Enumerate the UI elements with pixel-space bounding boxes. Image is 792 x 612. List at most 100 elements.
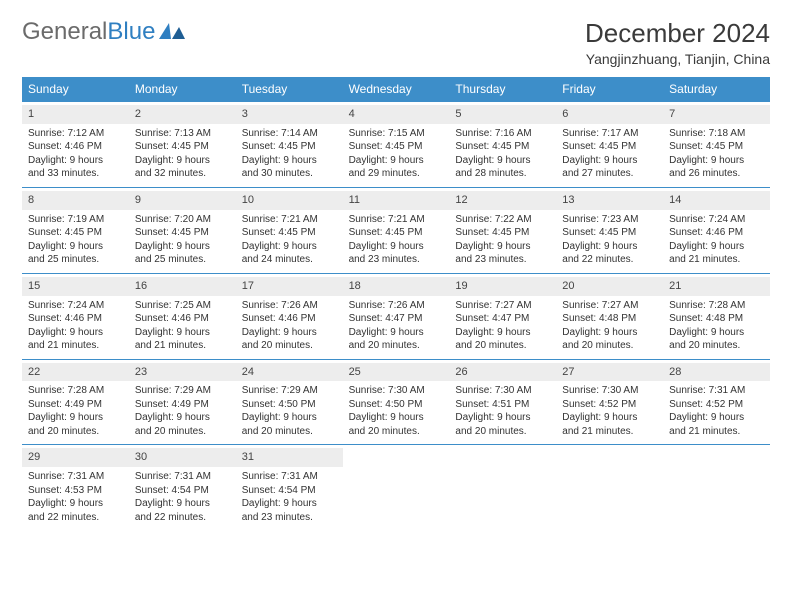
sunrise-line: Sunrise: 7:17 AM [562,127,657,141]
sunset-line: Sunset: 4:45 PM [562,140,657,154]
calendar-cell: 30Sunrise: 7:31 AMSunset: 4:54 PMDayligh… [129,445,236,530]
daylight-line-1: Daylight: 9 hours [242,154,337,168]
sunrise-line: Sunrise: 7:24 AM [669,213,764,227]
calendar-cell: 9Sunrise: 7:20 AMSunset: 4:45 PMDaylight… [129,188,236,273]
calendar-cell: 18Sunrise: 7:26 AMSunset: 4:47 PMDayligh… [343,274,450,359]
daylight-line-1: Daylight: 9 hours [135,411,230,425]
sunrise-line: Sunrise: 7:29 AM [242,384,337,398]
daylight-line-2: and 20 minutes. [242,425,337,439]
sunset-line: Sunset: 4:45 PM [455,226,550,240]
sunrise-line: Sunrise: 7:14 AM [242,127,337,141]
calendar-cell: 3 Sunrise: 7:14 AMSunset: 4:45 PMDaylight… [236,102,343,187]
sunset-line: Sunset: 4:51 PM [455,398,550,412]
daylight-line-1: Daylight: 9 hours [349,326,444,340]
daylight-line-1: Daylight: 9 hours [28,497,123,511]
sunset-line: Sunset: 4:49 PM [28,398,123,412]
day-number: 22 [22,363,129,382]
day-number: 13 [556,191,663,210]
daylight-line-2: and 29 minutes. [349,167,444,181]
day-number: 14 [663,191,770,210]
calendar-cell: 14Sunrise: 7:24 AMSunset: 4:46 PMDayligh… [663,188,770,273]
calendar-cell: 10Sunrise: 7:21 AMSunset: 4:45 PMDayligh… [236,188,343,273]
sunrise-line: Sunrise: 7:25 AM [135,299,230,313]
day-header: Saturday [663,77,770,101]
calendar-cell: 27Sunrise: 7:30 AMSunset: 4:52 PMDayligh… [556,360,663,445]
sunset-line: Sunset: 4:45 PM [455,140,550,154]
day-number: 7 [663,105,770,124]
daylight-line-2: and 23 minutes. [455,253,550,267]
calendar-cell: 12Sunrise: 7:22 AMSunset: 4:45 PMDayligh… [449,188,556,273]
sunset-line: Sunset: 4:46 PM [242,312,337,326]
calendar: Sunday Monday Tuesday Wednesday Thursday… [22,77,770,530]
logo-flag-icon [159,23,185,41]
day-header: Tuesday [236,77,343,101]
sunset-line: Sunset: 4:45 PM [242,226,337,240]
sunset-line: Sunset: 4:46 PM [135,312,230,326]
sunset-line: Sunset: 4:45 PM [242,140,337,154]
daylight-line-2: and 22 minutes. [562,253,657,267]
sunrise-line: Sunrise: 7:28 AM [669,299,764,313]
daylight-line-1: Daylight: 9 hours [242,326,337,340]
sunset-line: Sunset: 4:53 PM [28,484,123,498]
day-number: 18 [343,277,450,296]
daylight-line-2: and 30 minutes. [242,167,337,181]
daylight-line-2: and 21 minutes. [135,339,230,353]
sunset-line: Sunset: 4:52 PM [562,398,657,412]
sunrise-line: Sunrise: 7:31 AM [242,470,337,484]
sunset-line: Sunset: 4:45 PM [349,226,444,240]
day-number: 26 [449,363,556,382]
daylight-line-1: Daylight: 9 hours [135,497,230,511]
calendar-cell: 7Sunrise: 7:18 AMSunset: 4:45 PMDaylight… [663,102,770,187]
day-number: 9 [129,191,236,210]
sunset-line: Sunset: 4:50 PM [242,398,337,412]
calendar-cell: 24Sunrise: 7:29 AMSunset: 4:50 PMDayligh… [236,360,343,445]
daylight-line-2: and 25 minutes. [28,253,123,267]
title-block: December 2024 Yangjinzhuang, Tianjin, Ch… [585,18,770,67]
day-number: 11 [343,191,450,210]
daylight-line-2: and 20 minutes. [28,425,123,439]
sunset-line: Sunset: 4:45 PM [135,226,230,240]
daylight-line-1: Daylight: 9 hours [242,497,337,511]
daylight-line-1: Daylight: 9 hours [349,240,444,254]
calendar-cell [556,445,663,530]
daylight-line-1: Daylight: 9 hours [669,411,764,425]
day-number: 20 [556,277,663,296]
calendar-cell: 31Sunrise: 7:31 AMSunset: 4:54 PMDayligh… [236,445,343,530]
day-number: 31 [236,448,343,467]
sunrise-line: Sunrise: 7:31 AM [28,470,123,484]
daylight-line-1: Daylight: 9 hours [562,326,657,340]
sunset-line: Sunset: 4:47 PM [349,312,444,326]
daylight-line-1: Daylight: 9 hours [349,411,444,425]
calendar-cell: 19Sunrise: 7:27 AMSunset: 4:47 PMDayligh… [449,274,556,359]
day-number: 1 [22,105,129,124]
calendar-cell [343,445,450,530]
daylight-line-2: and 21 minutes. [28,339,123,353]
calendar-cell: 8Sunrise: 7:19 AMSunset: 4:45 PMDaylight… [22,188,129,273]
sunset-line: Sunset: 4:49 PM [135,398,230,412]
logo-text-2: Blue [107,18,155,46]
day-header: Thursday [449,77,556,101]
daylight-line-1: Daylight: 9 hours [135,326,230,340]
sunrise-line: Sunrise: 7:19 AM [28,213,123,227]
day-number: 3 [236,105,343,124]
sunrise-line: Sunrise: 7:30 AM [349,384,444,398]
day-number: 21 [663,277,770,296]
calendar-cell: 4Sunrise: 7:15 AMSunset: 4:45 PMDaylight… [343,102,450,187]
day-number: 23 [129,363,236,382]
sunset-line: Sunset: 4:54 PM [135,484,230,498]
sunrise-line: Sunrise: 7:16 AM [455,127,550,141]
sunset-line: Sunset: 4:48 PM [669,312,764,326]
calendar-cell: 26Sunrise: 7:30 AMSunset: 4:51 PMDayligh… [449,360,556,445]
day-number: 25 [343,363,450,382]
sunrise-line: Sunrise: 7:29 AM [135,384,230,398]
sunrise-line: Sunrise: 7:20 AM [135,213,230,227]
daylight-line-2: and 24 minutes. [242,253,337,267]
day-number: 19 [449,277,556,296]
sunrise-line: Sunrise: 7:13 AM [135,127,230,141]
calendar-week: 1Sunrise: 7:12 AMSunset: 4:46 PMDaylight… [22,101,770,187]
daylight-line-1: Daylight: 9 hours [28,326,123,340]
calendar-cell: 21Sunrise: 7:28 AMSunset: 4:48 PMDayligh… [663,274,770,359]
sunrise-line: Sunrise: 7:21 AM [349,213,444,227]
daylight-line-2: and 23 minutes. [242,511,337,525]
day-number: 24 [236,363,343,382]
